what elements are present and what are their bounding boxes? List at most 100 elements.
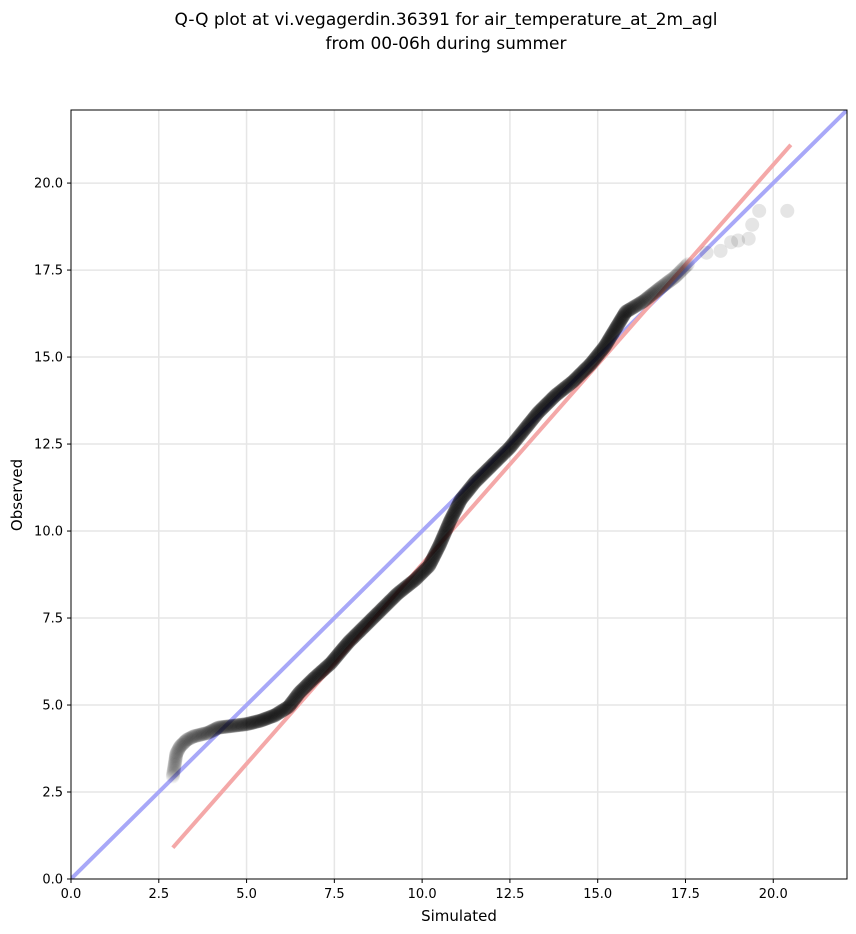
quantile-point bbox=[169, 745, 184, 760]
quantile-point bbox=[495, 447, 510, 462]
quantile-point bbox=[184, 730, 199, 745]
quantile-point bbox=[452, 495, 467, 509]
quantile-point bbox=[365, 611, 380, 626]
quantile-point bbox=[609, 320, 624, 334]
quantile-point bbox=[511, 430, 526, 445]
quantile-point bbox=[443, 512, 458, 527]
quantile-point bbox=[556, 381, 571, 396]
quantile-point bbox=[385, 591, 400, 606]
quantile-point bbox=[249, 714, 264, 729]
quantile-point bbox=[367, 609, 382, 624]
quantile-point bbox=[411, 569, 426, 583]
quantile-point bbox=[444, 511, 459, 526]
quantile-point bbox=[167, 761, 181, 776]
quantile-point bbox=[461, 483, 476, 498]
reference-lines bbox=[71, 110, 847, 879]
quantile-point bbox=[633, 296, 648, 311]
quantile-point bbox=[379, 597, 394, 612]
quantile-point bbox=[242, 716, 257, 731]
quantile-point bbox=[506, 436, 521, 451]
quantile-point bbox=[167, 758, 182, 772]
quantile-point bbox=[318, 661, 332, 676]
quantile-point bbox=[565, 375, 580, 390]
quantile-point bbox=[517, 423, 531, 438]
quantile-point bbox=[535, 401, 550, 416]
quantile-point bbox=[376, 600, 391, 615]
quantile-point bbox=[415, 565, 430, 580]
quantile-point bbox=[462, 482, 476, 497]
quantile-point bbox=[423, 556, 438, 571]
quantile-point bbox=[608, 322, 623, 337]
quantile-point bbox=[279, 701, 294, 716]
quantile-point bbox=[504, 438, 519, 453]
quantile-point bbox=[179, 732, 194, 747]
quantile-point bbox=[308, 670, 323, 685]
quantile-point bbox=[496, 446, 511, 461]
quantile-point bbox=[431, 540, 446, 555]
quantile-point bbox=[436, 529, 451, 544]
quantile-point bbox=[258, 711, 273, 726]
quantile-point bbox=[644, 287, 659, 302]
quantile-point bbox=[382, 595, 397, 609]
quantile-point bbox=[500, 443, 515, 458]
quantile-point bbox=[594, 343, 609, 358]
quantile-point bbox=[165, 769, 180, 784]
quantile-point bbox=[604, 328, 619, 343]
quantile-point bbox=[328, 650, 343, 665]
quantile-point bbox=[474, 468, 489, 483]
quantile-point bbox=[402, 576, 417, 591]
quantile-point bbox=[520, 419, 535, 433]
quantile-point bbox=[657, 278, 672, 293]
quantile-point bbox=[667, 270, 682, 284]
quantile-point bbox=[401, 577, 416, 592]
quantile-point bbox=[426, 550, 441, 565]
quantile-point bbox=[531, 404, 546, 419]
quantile-point bbox=[651, 282, 666, 297]
quantile-point bbox=[326, 653, 341, 668]
quantile-point bbox=[338, 638, 353, 653]
quantile-point bbox=[658, 277, 673, 292]
quantile-point bbox=[407, 573, 422, 588]
quantile-point bbox=[284, 695, 299, 710]
quantile-point bbox=[636, 294, 651, 309]
quantile-point bbox=[447, 505, 462, 520]
quantile-point bbox=[299, 678, 314, 693]
quantile-point bbox=[285, 694, 300, 709]
quantile-point bbox=[741, 231, 756, 246]
quantile-point bbox=[293, 684, 308, 699]
y-tick-label: 10.0 bbox=[34, 525, 63, 540]
quantile-point bbox=[320, 658, 335, 673]
quantile-point bbox=[312, 666, 327, 681]
quantile-point bbox=[300, 677, 315, 692]
quantile-point bbox=[406, 574, 420, 589]
quantile-point bbox=[572, 368, 587, 382]
quantile-point bbox=[502, 441, 516, 456]
chart-title-line2: from 00-06h during summer bbox=[326, 34, 567, 54]
quantile-point bbox=[337, 640, 352, 655]
quantile-point bbox=[422, 557, 437, 572]
quantile-point bbox=[558, 380, 573, 395]
quantile-point bbox=[586, 353, 601, 368]
quantile-point bbox=[361, 615, 376, 630]
quantile-point bbox=[228, 718, 243, 733]
quantile-point bbox=[571, 368, 586, 383]
quantile-point bbox=[507, 434, 522, 449]
quantile-point bbox=[602, 332, 617, 346]
quantile-point bbox=[428, 547, 442, 562]
quantile-point bbox=[453, 492, 468, 507]
quantile-point bbox=[522, 416, 537, 430]
quantile-point bbox=[428, 546, 443, 561]
quantile-point bbox=[425, 551, 440, 566]
quantile-point bbox=[216, 720, 231, 734]
quantile-point bbox=[680, 258, 695, 272]
quantile-point bbox=[454, 491, 469, 506]
x-tick-label: 17.5 bbox=[671, 887, 700, 902]
quantile-point bbox=[642, 289, 657, 304]
quantile-point bbox=[517, 422, 532, 437]
quantile-point bbox=[471, 471, 486, 486]
quantile-point bbox=[387, 589, 402, 604]
quantile-point bbox=[243, 716, 258, 731]
quantile-point bbox=[168, 755, 182, 770]
quantile-point bbox=[427, 548, 442, 563]
quantile-point bbox=[295, 683, 309, 698]
